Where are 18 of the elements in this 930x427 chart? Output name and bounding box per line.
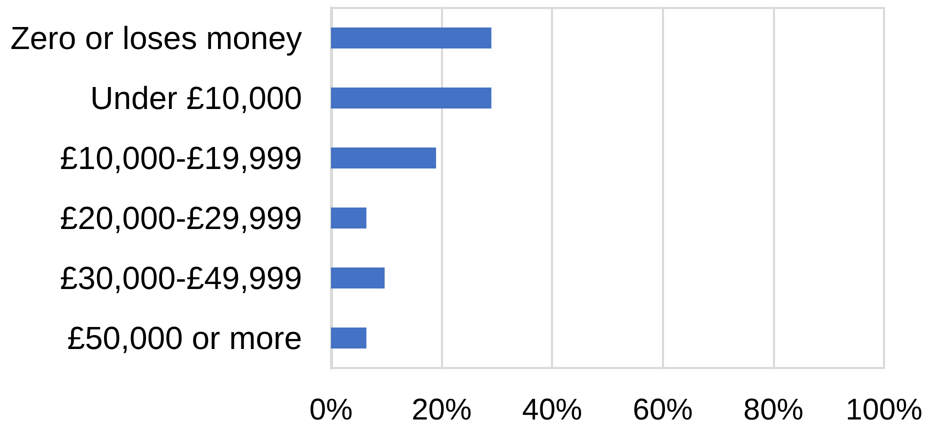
bar xyxy=(331,148,436,168)
x-tick-label: 100% xyxy=(846,394,922,426)
bar xyxy=(331,268,385,288)
x-tick-label: 60% xyxy=(632,394,693,426)
y-tick-label: £30,000-£49,999 xyxy=(60,260,302,296)
y-tick-label: Under £10,000 xyxy=(90,80,302,116)
bar xyxy=(331,88,492,108)
y-tick-label: £50,000 or more xyxy=(67,320,302,356)
bar xyxy=(331,328,366,348)
x-tick-label: 80% xyxy=(743,394,804,426)
y-tick-label: Zero or loses money xyxy=(10,20,302,56)
y-tick-label: £10,000-£19,999 xyxy=(60,140,302,176)
y-tick-label: £20,000-£29,999 xyxy=(60,200,302,236)
x-tick-label: 20% xyxy=(412,394,472,426)
bar xyxy=(331,28,492,48)
bar xyxy=(331,208,366,228)
x-tick-label: 0% xyxy=(309,394,353,426)
x-tick-label: 40% xyxy=(522,394,582,426)
